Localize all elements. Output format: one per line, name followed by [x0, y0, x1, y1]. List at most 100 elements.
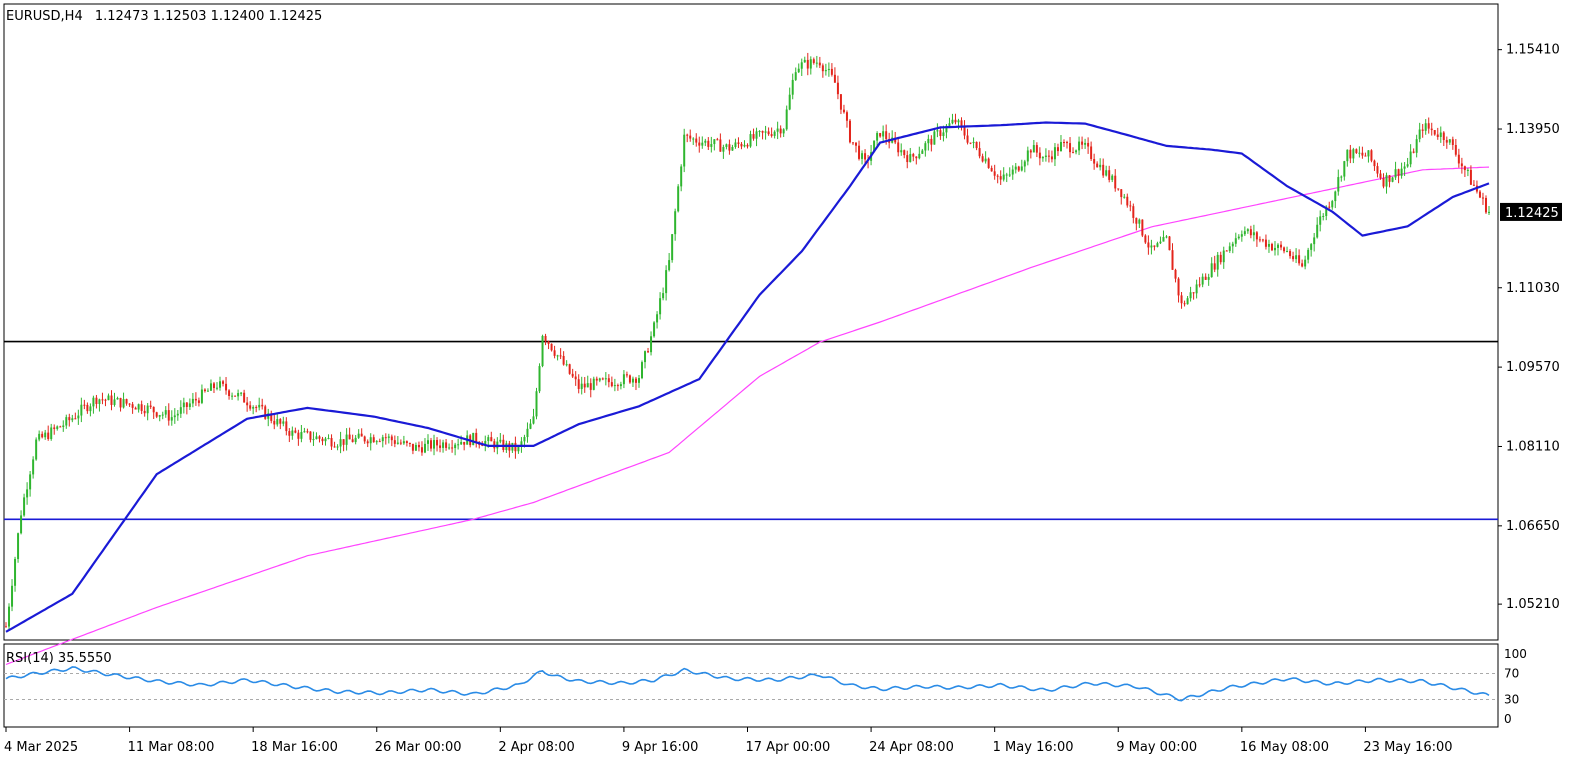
- candle-body: [1087, 142, 1090, 147]
- candle: [538, 363, 541, 394]
- candle-body: [65, 417, 68, 426]
- candle-body: [1460, 163, 1463, 167]
- candle: [342, 439, 345, 452]
- candle: [321, 436, 324, 446]
- candle: [1451, 136, 1454, 150]
- candle-body: [556, 355, 559, 357]
- candle-body: [170, 417, 173, 421]
- candle-body: [1409, 151, 1412, 165]
- time-tick-label: 16 May 08:00: [1240, 740, 1329, 755]
- candle-body: [113, 399, 116, 405]
- candle-body: [59, 426, 62, 428]
- candle-body: [1322, 215, 1325, 217]
- candle-body: [1331, 201, 1334, 208]
- candle-body: [1026, 150, 1029, 162]
- candle: [1174, 268, 1177, 283]
- candle: [11, 579, 14, 612]
- candle-body: [773, 131, 776, 136]
- candle: [1388, 174, 1391, 188]
- candle-body: [436, 440, 439, 446]
- candle: [1270, 242, 1273, 252]
- candle-body: [1005, 174, 1008, 176]
- candle: [930, 135, 933, 152]
- candle: [20, 510, 23, 535]
- chart-frame: [3, 3, 1499, 728]
- candle-body: [324, 438, 327, 442]
- candle: [288, 428, 291, 443]
- candle: [414, 442, 417, 451]
- candle-body: [445, 442, 448, 448]
- candle-body: [1126, 196, 1129, 206]
- candle: [182, 397, 185, 414]
- candle: [345, 428, 348, 451]
- rsi-tick-label: 0: [1504, 712, 1512, 726]
- candle-body: [62, 425, 65, 427]
- candle-body: [333, 446, 336, 448]
- candle: [984, 151, 987, 164]
- candle-body: [89, 406, 92, 412]
- candle: [1072, 147, 1075, 154]
- candle-body: [921, 150, 924, 154]
- candle-body: [188, 403, 191, 407]
- candle-body: [1289, 251, 1292, 257]
- candle-body: [1150, 245, 1153, 248]
- candle: [1277, 243, 1280, 256]
- horizontal-levels: [4, 340, 1498, 521]
- candle-body: [185, 402, 188, 407]
- candle-body: [11, 585, 14, 607]
- candle: [1207, 273, 1210, 286]
- candle: [1286, 246, 1289, 253]
- candle-body: [1243, 231, 1246, 235]
- candle: [237, 389, 240, 401]
- candle: [1050, 150, 1053, 163]
- candle: [1448, 138, 1451, 145]
- candle: [1433, 130, 1436, 136]
- candle-body: [912, 154, 915, 157]
- candle: [23, 493, 26, 517]
- candle: [1382, 173, 1385, 189]
- price-tick-label: 1.11030: [1506, 281, 1560, 296]
- candle: [1430, 122, 1433, 136]
- candle: [858, 140, 861, 161]
- candle: [553, 345, 556, 359]
- candle-body: [80, 404, 83, 416]
- candle-body: [1304, 259, 1307, 267]
- candle: [1313, 232, 1316, 252]
- candle-body: [716, 139, 719, 141]
- candle: [191, 392, 194, 408]
- candle: [595, 376, 598, 386]
- candle-body: [95, 397, 98, 404]
- candle-body: [1008, 174, 1011, 176]
- candle-body: [327, 438, 330, 440]
- candle-body: [225, 383, 228, 391]
- candle: [562, 351, 565, 366]
- candle: [306, 428, 309, 434]
- candle: [589, 378, 592, 398]
- candle: [258, 397, 261, 411]
- candle: [1044, 148, 1047, 162]
- candle: [502, 434, 505, 453]
- candle-body: [1062, 142, 1065, 144]
- candle-body: [996, 175, 999, 177]
- candle: [939, 128, 942, 140]
- candle-body: [1370, 150, 1373, 161]
- candle-body: [616, 385, 619, 387]
- candle: [1005, 172, 1008, 183]
- candle: [222, 379, 225, 387]
- candle: [966, 128, 969, 145]
- candle: [125, 398, 128, 406]
- candle-body: [1075, 150, 1078, 153]
- candle-body: [1403, 166, 1406, 169]
- candle: [921, 148, 924, 154]
- candle-body: [222, 381, 225, 384]
- candle: [463, 441, 466, 451]
- candle-body: [41, 433, 44, 438]
- candle: [1460, 157, 1463, 174]
- candle-body: [1355, 149, 1358, 153]
- candle-body: [246, 402, 249, 406]
- candle-body: [882, 131, 885, 137]
- candle-body: [261, 404, 264, 407]
- candle-body: [98, 399, 101, 404]
